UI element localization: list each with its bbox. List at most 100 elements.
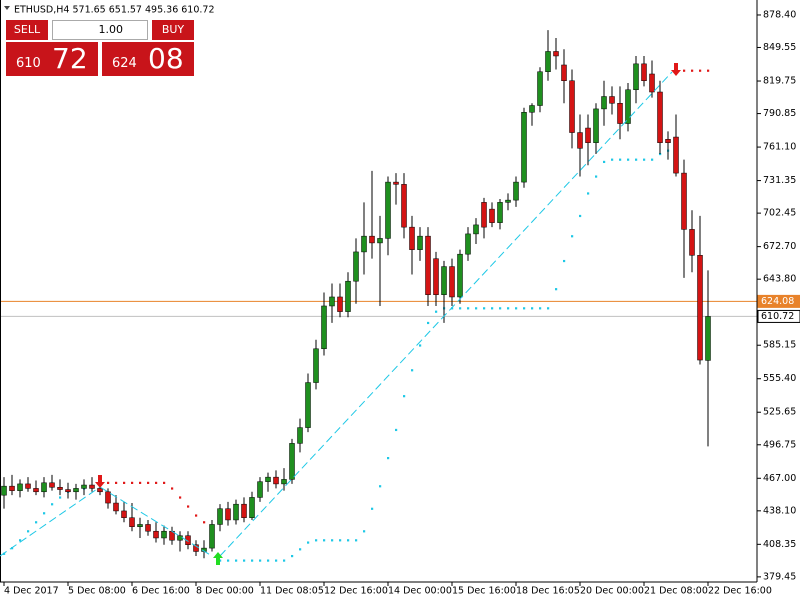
y-tick-label: 731.35 (763, 175, 796, 186)
candle-body (305, 382, 311, 428)
indicator-dot (435, 310, 438, 313)
indicator-dot (539, 307, 542, 310)
indicator-dot (3, 552, 6, 555)
indicator-dot (491, 307, 494, 310)
indicator-dot (227, 559, 230, 562)
candle-body (497, 202, 503, 223)
candle-body (121, 510, 127, 518)
candle-body (633, 63, 639, 91)
ask-quote[interactable]: 624 08 (102, 42, 194, 76)
x-tick-label: 21 Dec 08:00 (644, 586, 708, 597)
candle-body (641, 63, 647, 81)
buy-button[interactable]: BUY (152, 20, 194, 40)
indicator-dot (379, 485, 382, 488)
bid-quote[interactable]: 610 72 (6, 42, 98, 76)
indicator-dot (643, 158, 646, 161)
indicator-dot (19, 539, 22, 542)
indicator-dot (563, 259, 566, 263)
candle-body (321, 305, 327, 350)
chart-title: ETHUSD,H4 571.65 651.57 495.36 610.72 (14, 5, 215, 16)
candle-body (601, 96, 607, 110)
candle-body (137, 524, 143, 527)
candle-body (1, 485, 7, 496)
candle-body (625, 89, 631, 124)
trend-line (0, 486, 101, 557)
candle-body (297, 427, 303, 444)
candle-body (289, 443, 295, 480)
sell-arrow (95, 475, 105, 488)
candle-body (649, 73, 655, 93)
indicator-dot (259, 559, 262, 562)
indicator-dot (467, 307, 470, 310)
candle-body (673, 136, 679, 174)
indicator-dot (307, 541, 310, 544)
candle-body (665, 139, 671, 143)
indicator-dot (483, 307, 486, 310)
x-tick-label: 22 Dec 16:00 (708, 586, 772, 597)
buy-arrow (213, 552, 223, 565)
price-label-box (757, 294, 800, 308)
indicator-dot (683, 69, 686, 72)
indicator-dot (571, 235, 574, 238)
indicator-dot (187, 505, 190, 508)
indicator-dot (691, 69, 694, 72)
indicator-dot (251, 559, 254, 562)
indicator-dot (603, 160, 606, 164)
indicator-dot (699, 69, 702, 72)
indicator-dot (35, 521, 38, 524)
indicator-dot (651, 158, 654, 161)
indicator-dot (123, 481, 126, 484)
indicator-dot (627, 158, 630, 161)
indicator-dot (579, 214, 582, 218)
sell-button[interactable]: SELL (6, 20, 48, 40)
sell-arrow (671, 63, 681, 76)
indicator-dot (195, 514, 198, 517)
bid-big: 610 (16, 56, 41, 71)
volume-input[interactable]: 1.00 (52, 20, 148, 40)
candle-body (49, 482, 55, 488)
indicator-dot (451, 307, 454, 310)
candle-body (537, 71, 543, 106)
indicator-dot (283, 559, 286, 562)
y-tick-label: 790.85 (763, 108, 796, 119)
candle-body (73, 488, 79, 493)
indicator-dot (515, 307, 518, 310)
indicator-dot (707, 69, 710, 72)
indicator-dot (243, 559, 246, 562)
price-label: 610.72 (761, 311, 794, 322)
candle-body (265, 476, 271, 482)
candle-body (585, 127, 591, 143)
indicator-dot (587, 192, 590, 195)
candle-body (337, 296, 343, 312)
indicator-dot (163, 481, 166, 484)
candle-body (273, 476, 279, 485)
indicator-dot (219, 559, 222, 562)
indicator-dot (419, 344, 422, 347)
candle-body (369, 235, 375, 244)
candle-body (593, 108, 599, 143)
indicator-dot (275, 559, 278, 562)
x-tick-label: 5 Dec 08:00 (68, 586, 126, 597)
y-tick-label: 467.00 (763, 473, 796, 484)
candle-body (89, 484, 95, 489)
indicator-dot (131, 481, 134, 484)
x-tick-label: 6 Dec 16:00 (132, 586, 190, 597)
candle-body (25, 483, 31, 489)
candle-body (473, 224, 479, 235)
candle-body (177, 535, 183, 541)
candle-body (689, 229, 695, 256)
y-tick-label: 643.80 (763, 274, 796, 285)
candle-body (505, 199, 511, 203)
indicator-dot (315, 539, 318, 542)
x-tick-label: 15 Dec 16:00 (452, 586, 516, 597)
y-tick-label: 672.70 (763, 241, 796, 252)
candle-body (329, 296, 335, 307)
candle-body (569, 80, 575, 133)
candle-body (225, 508, 231, 521)
indicator-dot (531, 307, 534, 310)
y-tick-label: 379.45 (763, 571, 796, 582)
candle-body (385, 181, 391, 239)
x-tick-label: 12 Dec 16:00 (324, 586, 388, 597)
